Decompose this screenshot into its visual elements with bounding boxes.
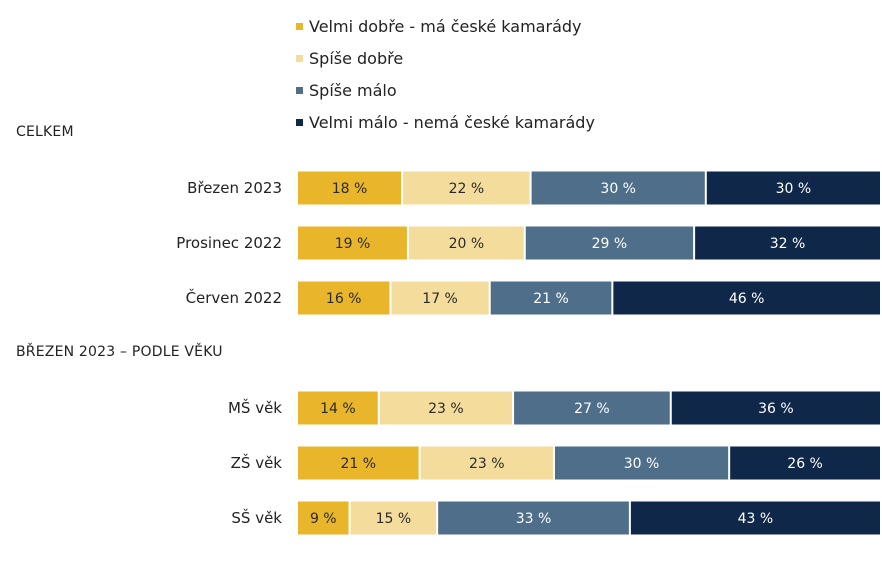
row-label: Červen 2022 [186, 288, 282, 307]
bar-value-label: 23 % [428, 401, 464, 417]
row-label: Březen 2023 [187, 179, 282, 197]
row-label: MŠ věk [228, 398, 282, 417]
legend-swatch [296, 54, 303, 62]
bar-value-label: 22 % [449, 181, 485, 197]
bar-segment [298, 446, 419, 480]
bar-value-label: 30 % [624, 456, 660, 472]
legend-label: Velmi málo - nemá české kamarády [309, 112, 595, 132]
legend-item-velmi-dobre: Velmi dobře - má české kamarády [296, 10, 595, 42]
bar-value-label: 9 % [310, 511, 337, 527]
bar-segment [630, 501, 880, 535]
legend-label: Spíše dobře [309, 48, 404, 68]
bar-segment [554, 446, 729, 480]
bar-segment [613, 281, 880, 315]
legend-item-velmi-malo: Velmi málo - nemá české kamarády [296, 106, 595, 138]
bar-value-label: 21 % [533, 291, 569, 307]
bar-value-label: 33 % [516, 511, 552, 527]
bar-value-label: 17 % [422, 291, 458, 307]
bar-segment [298, 171, 402, 205]
legend-swatch [296, 22, 303, 30]
section-title-celkem: CELKEM [16, 124, 74, 140]
bar-segment [298, 391, 378, 425]
row-label: ZŠ věk [231, 453, 283, 472]
bar-segment [490, 281, 612, 315]
legend-swatch [296, 86, 303, 94]
bar-segment [531, 171, 705, 205]
legend-label: Velmi dobře - má české kamarády [309, 16, 582, 36]
row-label: Prosinec 2022 [176, 234, 282, 252]
row-label: SŠ věk [231, 508, 282, 527]
bar-value-label: 46 % [729, 291, 765, 307]
bar-segment [514, 391, 670, 425]
legend-swatch [296, 118, 303, 126]
bar-value-label: 19 % [335, 236, 371, 252]
bar-value-label: 23 % [469, 456, 505, 472]
bar-value-label: 36 % [758, 401, 794, 417]
bar-segment [671, 391, 880, 425]
bar-segment [391, 281, 489, 315]
bar-segment [730, 446, 880, 480]
bar-segment [420, 446, 553, 480]
legend-label: Spíše málo [309, 80, 397, 100]
bar-value-label: 30 % [776, 181, 812, 197]
bar-segment [298, 501, 349, 535]
bar-segment [408, 226, 524, 260]
legend-item-spise-malo: Spíše málo [296, 74, 595, 106]
bar-segment [438, 501, 629, 535]
bar-segment [298, 281, 390, 315]
bar-segment [695, 226, 880, 260]
bar-value-label: 26 % [787, 456, 823, 472]
bar-value-label: 15 % [376, 511, 412, 527]
bar-segment [350, 501, 437, 535]
bar-value-label: 43 % [738, 511, 774, 527]
bar-value-label: 20 % [449, 236, 485, 252]
bar-segment [706, 171, 880, 205]
bar-value-label: 16 % [326, 291, 362, 307]
bar-value-label: 18 % [332, 181, 368, 197]
bar-segment [298, 226, 407, 260]
bar-value-label: 21 % [341, 456, 377, 472]
bar-value-label: 30 % [600, 181, 636, 197]
bar-segment [525, 226, 694, 260]
legend-item-spise-dobre: Spíše dobře [296, 42, 595, 74]
chart-legend: Velmi dobře - má české kamarády Spíše do… [296, 10, 595, 138]
bar-segment [403, 171, 530, 205]
bar-value-label: 27 % [574, 401, 610, 417]
bar-segment [379, 391, 513, 425]
bar-value-label: 29 % [592, 236, 628, 252]
bar-value-label: 32 % [770, 236, 806, 252]
bar-value-label: 14 % [320, 401, 356, 417]
section-title-by-age: BŘEZEN 2023 – PODLE VĚKU [16, 344, 223, 360]
